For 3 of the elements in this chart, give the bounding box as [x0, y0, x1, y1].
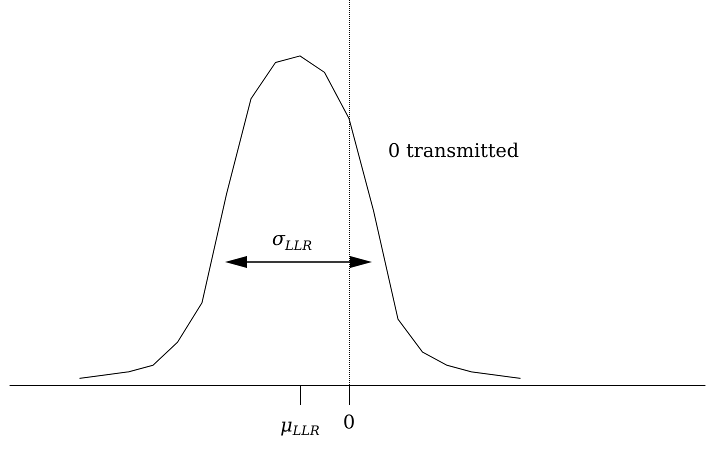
x-tick-label: 0: [342, 412, 356, 434]
annotation: 0 transmitted: [388, 140, 519, 162]
annotation: σ$_{LLR}$: [272, 228, 312, 254]
